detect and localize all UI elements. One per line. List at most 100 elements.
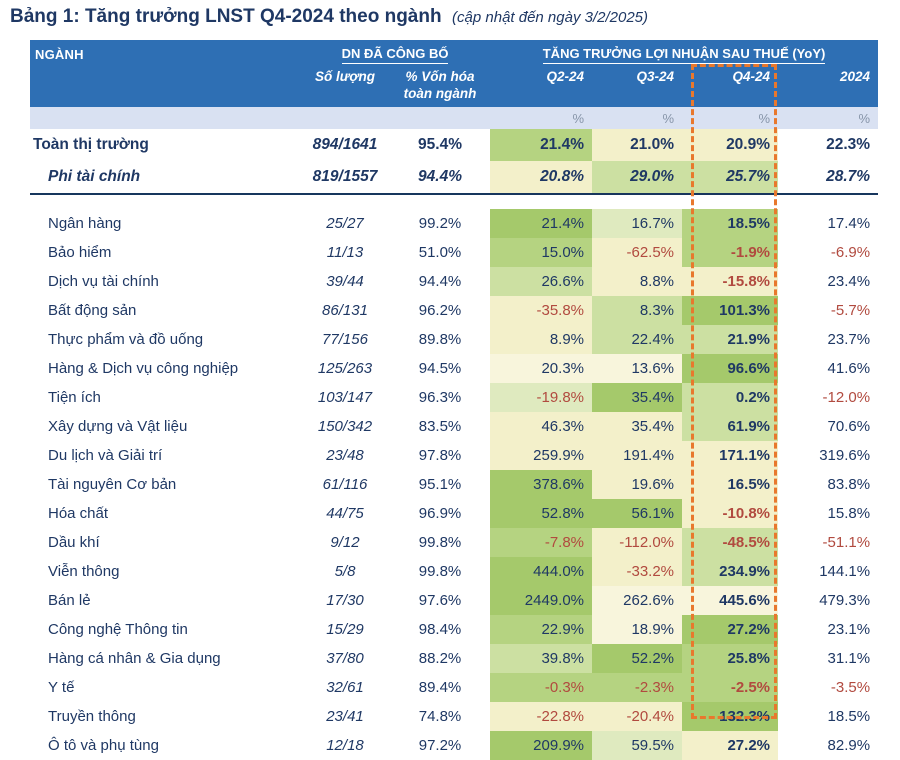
- published-count-cell: 9/12: [330, 534, 360, 551]
- marketcap-share-cell: 97.2%: [418, 737, 462, 754]
- sector-name-cell: Phi tài chính: [30, 161, 300, 195]
- published-count-cell: 61/116: [322, 476, 368, 493]
- marketcap-share-cell: 97.6%: [418, 592, 462, 609]
- q4-growth-cell: 16.5%: [682, 470, 779, 499]
- q2-growth-cell: 21.4%: [490, 129, 593, 161]
- q3-growth-cell: 191.4%: [592, 441, 683, 470]
- table-row-sector: Hóa chất 44/75 96.9% 52.8% 56.1% -10.8% 15.8%: [30, 499, 878, 528]
- fy2024-growth-cell: 144.1%: [819, 563, 871, 580]
- q4-growth-cell: 21.9%: [682, 325, 779, 354]
- unit-2024: %: [858, 110, 871, 126]
- q4-growth-cell: 27.2%: [682, 731, 779, 760]
- q2-growth-cell: 22.9%: [490, 615, 593, 644]
- table-body: % % % % Toàn thị trường 894/1641 95.4% 21.4…: [30, 107, 879, 760]
- sector-name-cell: Công nghệ Thông tin: [48, 621, 188, 638]
- q4-growth-cell: 25.7%: [682, 161, 779, 195]
- fy2024-growth-cell: -6.9%: [830, 244, 871, 261]
- published-count-cell: 17/30: [326, 592, 364, 609]
- table-row-sector: Bán lẻ 17/30 97.6% 2449.0% 262.6% 445.6% 479.3…: [30, 586, 878, 615]
- published-count-cell: 11/13: [326, 244, 364, 261]
- table-row-summary: Toàn thị trường 894/1641 95.4% 21.4% 21.0% 20…: [30, 129, 878, 161]
- table-row-sector: Hàng cá nhân & Gia dụng 37/80 88.2% 39.8% 52…: [30, 644, 878, 673]
- sector-name-cell: Tiện ích: [48, 389, 101, 406]
- q4-growth-cell: 0.2%: [682, 383, 779, 412]
- q2-growth-cell: 21.4%: [490, 209, 593, 238]
- header-2024: 2024: [778, 67, 879, 107]
- q3-growth-cell: 19.6%: [592, 470, 683, 499]
- q3-growth-cell: 29.0%: [592, 161, 683, 195]
- sector-name-cell: Dịch vụ tài chính: [48, 273, 159, 290]
- q3-growth-cell: 52.2%: [592, 644, 683, 673]
- marketcap-share-cell: 98.4%: [418, 621, 462, 638]
- sector-name-cell: Xây dựng và Vật liệu: [48, 418, 188, 435]
- marketcap-share-cell: 89.8%: [418, 331, 462, 348]
- sector-name-cell: Du lịch và Giải trí: [48, 447, 163, 464]
- q3-growth-cell: 262.6%: [592, 586, 683, 615]
- marketcap-share-cell: 96.2%: [418, 302, 462, 319]
- q2-growth-cell: 378.6%: [490, 470, 593, 499]
- q2-growth-cell: 444.0%: [490, 557, 593, 586]
- q4-growth-cell: -2.5%: [682, 673, 779, 702]
- published-count-cell: 5/8: [334, 563, 356, 580]
- q4-growth-cell: 61.9%: [682, 412, 779, 441]
- sector-name-cell: Bất động sản: [48, 302, 137, 319]
- marketcap-share-cell: 51.0%: [418, 244, 462, 261]
- marketcap-share-cell: 83.5%: [418, 418, 462, 435]
- q2-growth-cell: 20.3%: [490, 354, 593, 383]
- fy2024-growth-cell: 17.4%: [827, 215, 871, 232]
- fy2024-growth-cell: 41.6%: [827, 360, 871, 377]
- fy2024-growth-cell: -12.0%: [822, 389, 871, 406]
- q4-growth-cell: -48.5%: [682, 528, 779, 557]
- unit-q4: %: [758, 110, 771, 126]
- q2-growth-cell: 39.8%: [490, 644, 593, 673]
- q3-growth-cell: 22.4%: [592, 325, 683, 354]
- header-count: Số lượng: [300, 67, 390, 107]
- q4-growth-cell: 234.9%: [682, 557, 779, 586]
- q2-growth-cell: 15.0%: [490, 238, 593, 267]
- published-count-cell: 125/263: [317, 360, 373, 377]
- fy2024-growth-cell: 479.3%: [819, 592, 871, 609]
- marketcap-share-cell: 97.8%: [418, 447, 462, 464]
- header-group-published: DN ĐÃ CÔNG BỐ: [300, 40, 491, 67]
- header-group-row: NGÀNH DN ĐÃ CÔNG BỐ TĂNG TRƯỞNG LỢI NHUẬ…: [30, 40, 879, 107]
- q2-growth-cell: 209.9%: [490, 731, 593, 760]
- q2-growth-cell: -0.3%: [490, 673, 593, 702]
- q4-growth-cell: 445.6%: [682, 586, 779, 615]
- q3-growth-cell: 8.8%: [592, 267, 683, 296]
- table-row-sector: Bảo hiểm 11/13 51.0% 15.0% -62.5% -1.9% -6.9%: [30, 238, 878, 267]
- q3-growth-cell: 35.4%: [592, 383, 683, 412]
- sector-name-cell: Ô tô và phụ tùng: [48, 737, 159, 754]
- q4-growth-cell: 25.8%: [682, 644, 779, 673]
- q2-growth-cell: -7.8%: [490, 528, 593, 557]
- published-count-cell: 86/131: [322, 302, 368, 319]
- q3-growth-cell: 16.7%: [592, 209, 683, 238]
- q2-growth-cell: 52.8%: [490, 499, 593, 528]
- sector-name-cell: Thực phẩm và đồ uống: [48, 331, 204, 348]
- published-count-cell: 12/18: [326, 737, 364, 754]
- q4-growth-cell: 101.3%: [682, 296, 779, 325]
- q2-growth-cell: 46.3%: [490, 412, 593, 441]
- sector-name-cell: Bán lẻ: [48, 592, 91, 609]
- q3-growth-cell: 21.0%: [592, 129, 683, 161]
- q4-growth-cell: 171.1%: [682, 441, 779, 470]
- table-row-sector: Viễn thông 5/8 99.8% 444.0% -33.2% 234.9% 144.…: [30, 557, 878, 586]
- sector-name-cell: Ngân hàng: [48, 215, 122, 232]
- q3-growth-cell: 56.1%: [592, 499, 683, 528]
- q3-growth-cell: 18.9%: [592, 615, 683, 644]
- q3-growth-cell: -20.4%: [592, 702, 683, 731]
- published-count-cell: 894/1641: [312, 136, 378, 153]
- marketcap-share-cell: 94.4%: [390, 161, 491, 195]
- published-count-cell: 39/44: [326, 273, 364, 290]
- sector-name-cell: Toàn thị trường: [33, 136, 149, 153]
- marketcap-share-cell: 99.8%: [418, 563, 462, 580]
- table-row-summary: Phi tài chính 819/1557 94.4% 20.8% 29.0% 25.7…: [30, 161, 879, 195]
- fy2024-growth-cell: 31.1%: [827, 650, 871, 667]
- sector-name-cell: Hóa chất: [48, 505, 109, 522]
- fy2024-growth-cell: 82.9%: [827, 737, 871, 754]
- table-row-sector: Dịch vụ tài chính 39/44 94.4% 26.6% 8.8% -15.…: [30, 267, 878, 296]
- marketcap-share-cell: 74.8%: [418, 708, 462, 725]
- q3-growth-cell: 35.4%: [592, 412, 683, 441]
- published-count-cell: 103/147: [317, 389, 373, 406]
- header-group-growth: TĂNG TRƯỞNG LỢI NHUẬN SAU THUẾ (YoY): [490, 40, 879, 67]
- unit-q3: %: [662, 110, 675, 126]
